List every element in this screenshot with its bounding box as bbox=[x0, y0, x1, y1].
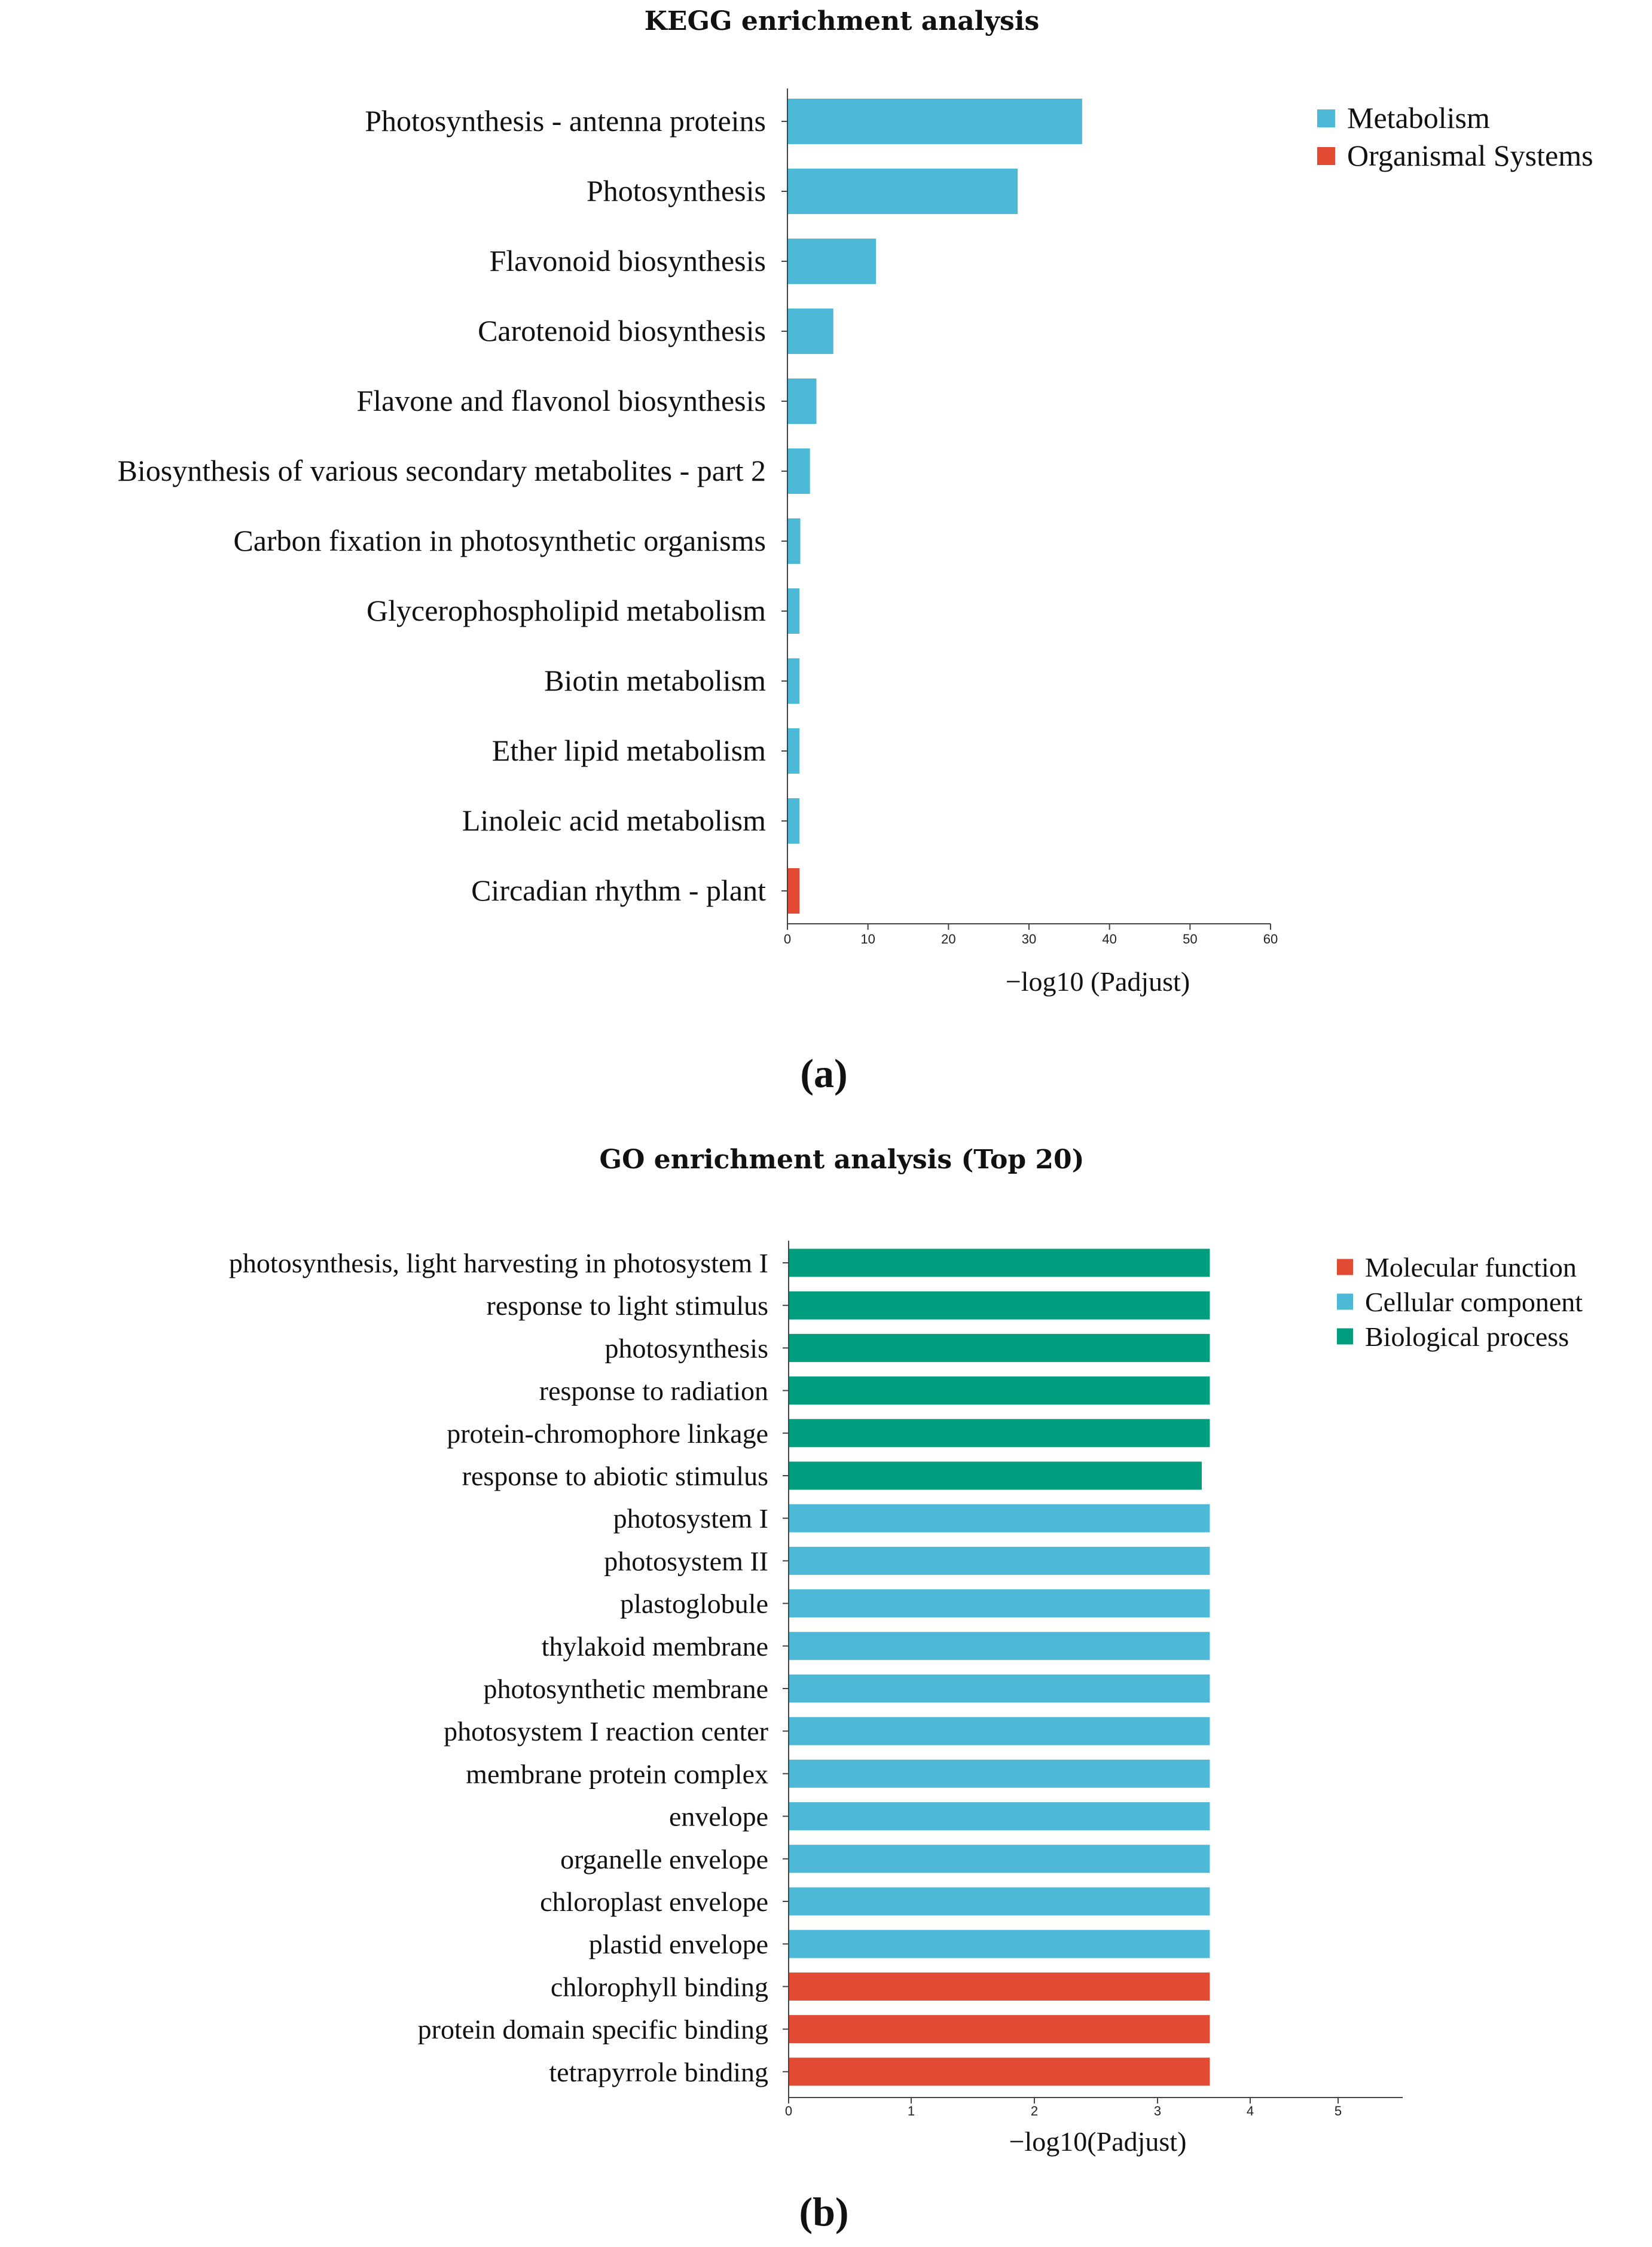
bar bbox=[788, 378, 817, 424]
bar bbox=[788, 798, 800, 844]
x-tick-label: 4 bbox=[1247, 2103, 1254, 2118]
bar bbox=[788, 239, 877, 284]
bar bbox=[789, 1717, 1210, 1745]
legend-swatch bbox=[1317, 147, 1335, 165]
bar bbox=[788, 658, 800, 704]
category-label: photosynthesis, light harvesting in phot… bbox=[229, 1248, 768, 1278]
x-tick-label: 5 bbox=[1335, 2103, 1342, 2118]
x-axis-label: −log10(Padjust) bbox=[1009, 2126, 1187, 2157]
bar bbox=[788, 588, 800, 634]
category-label: protein domain specific binding bbox=[418, 2014, 768, 2045]
legend: Metabolism Organismal Systems bbox=[1317, 101, 1593, 172]
category-label: chloroplast envelope bbox=[540, 1886, 768, 1917]
bar bbox=[788, 169, 1018, 214]
x-tick-label: 60 bbox=[1263, 932, 1278, 947]
category-label: tetrapyrrole binding bbox=[549, 2057, 768, 2087]
panel-label: (b) bbox=[799, 2189, 848, 2234]
x-tick-label: 0 bbox=[785, 2103, 792, 2118]
category-label: photosynthesis bbox=[605, 1333, 768, 1363]
category-label: protein-chromophore linkage bbox=[447, 1418, 768, 1449]
category-label: Flavone and flavonol biosynthesis bbox=[356, 384, 766, 417]
bar bbox=[788, 728, 800, 774]
category-label: thylakoid membrane bbox=[542, 1631, 768, 1662]
category-label: photosystem I bbox=[613, 1503, 768, 1534]
category-label: Biosynthesis of various secondary metabo… bbox=[118, 454, 767, 487]
bar bbox=[789, 1589, 1210, 1618]
legend-swatch bbox=[1317, 109, 1335, 127]
chart-panel-kegg: KEGG enrichment analysis 0 10 20 30 40 50 60 −lo… bbox=[118, 6, 1593, 1096]
bar bbox=[788, 448, 810, 494]
category-label: membrane protein complex bbox=[466, 1758, 768, 1789]
bar bbox=[788, 309, 833, 354]
legend-label: Biological process bbox=[1365, 1321, 1569, 1352]
legend: Molecular function Cellular component Biol… bbox=[1337, 1252, 1583, 1352]
category-label: photosystem II bbox=[604, 1546, 768, 1576]
category-label: response to abiotic stimulus bbox=[462, 1461, 768, 1491]
bar bbox=[789, 1845, 1210, 1873]
category-label: envelope bbox=[669, 1802, 768, 1832]
x-tick-label: 2 bbox=[1031, 2103, 1038, 2118]
category-label: Biotin metabolism bbox=[544, 664, 766, 697]
category-label: Carbon fixation in photosynthetic organi… bbox=[233, 524, 766, 557]
category-label: Glycerophospholipid metabolism bbox=[367, 594, 766, 627]
legend-swatch bbox=[1337, 1259, 1353, 1275]
category-label: photosystem I reaction center bbox=[444, 1716, 768, 1747]
x-tick-label: 0 bbox=[784, 932, 791, 947]
bar bbox=[789, 1504, 1210, 1532]
bar bbox=[789, 1546, 1210, 1575]
bar bbox=[789, 1376, 1210, 1405]
x-tick-label: 3 bbox=[1154, 2103, 1161, 2118]
x-tick-label: 10 bbox=[860, 932, 875, 947]
bar bbox=[789, 2057, 1210, 2086]
category-label: photosynthetic membrane bbox=[484, 1674, 769, 1704]
legend-label: Organismal Systems bbox=[1347, 139, 1593, 172]
panel-label: (a) bbox=[800, 1051, 847, 1096]
category-label: plastid envelope bbox=[589, 1929, 768, 1959]
category-label: organelle envelope bbox=[560, 1844, 768, 1874]
legend-label: Cellular component bbox=[1365, 1287, 1583, 1317]
bar bbox=[789, 1802, 1210, 1831]
category-label: Linoleic acid metabolism bbox=[462, 804, 766, 837]
bar bbox=[789, 1887, 1210, 1916]
bar bbox=[789, 1248, 1210, 1277]
category-label: response to radiation bbox=[539, 1376, 768, 1406]
legend-label: Molecular function bbox=[1365, 1252, 1577, 1283]
x-tick-label: 40 bbox=[1102, 932, 1116, 947]
legend-swatch bbox=[1337, 1328, 1353, 1345]
bar bbox=[789, 1632, 1210, 1660]
category-label: Photosynthesis bbox=[587, 174, 766, 207]
x-tick-label: 50 bbox=[1183, 932, 1197, 947]
category-label: chlorophyll binding bbox=[551, 1971, 768, 2002]
category-label: plastoglobule bbox=[620, 1589, 768, 1619]
category-label: Circadian rhythm - plant bbox=[471, 874, 766, 907]
category-label: Photosynthesis - antenna proteins bbox=[365, 104, 766, 138]
chart-panel-go: GO enrichment analysis (Top 20) 0 1 2 3 4 5 −lo… bbox=[229, 1144, 1583, 2234]
bar bbox=[789, 1419, 1210, 1448]
legend-label: Metabolism bbox=[1347, 101, 1490, 135]
bar bbox=[788, 868, 800, 914]
bar bbox=[789, 1333, 1210, 1362]
bar bbox=[789, 1972, 1210, 2001]
legend-swatch bbox=[1337, 1293, 1353, 1310]
bar bbox=[789, 2015, 1210, 2044]
category-label: response to light stimulus bbox=[487, 1290, 769, 1321]
category-label: Flavonoid biosynthesis bbox=[489, 244, 766, 277]
x-axis-label: −log10 (Padjust) bbox=[1006, 966, 1190, 997]
bar bbox=[789, 1461, 1202, 1490]
x-tick-label: 30 bbox=[1022, 932, 1036, 947]
category-label: Ether lipid metabolism bbox=[492, 734, 766, 767]
bar bbox=[789, 1930, 1210, 1958]
bar bbox=[788, 99, 1082, 144]
bar bbox=[789, 1759, 1210, 1788]
x-tick-label: 20 bbox=[941, 932, 955, 947]
chart-title: GO enrichment analysis (Top 20) bbox=[600, 1144, 1085, 1175]
category-label: Carotenoid biosynthesis bbox=[478, 314, 766, 347]
x-tick-label: 1 bbox=[908, 2103, 915, 2118]
bar bbox=[789, 1674, 1210, 1703]
chart-title: KEGG enrichment analysis bbox=[645, 6, 1040, 36]
bar bbox=[789, 1291, 1210, 1320]
bar bbox=[788, 518, 801, 564]
